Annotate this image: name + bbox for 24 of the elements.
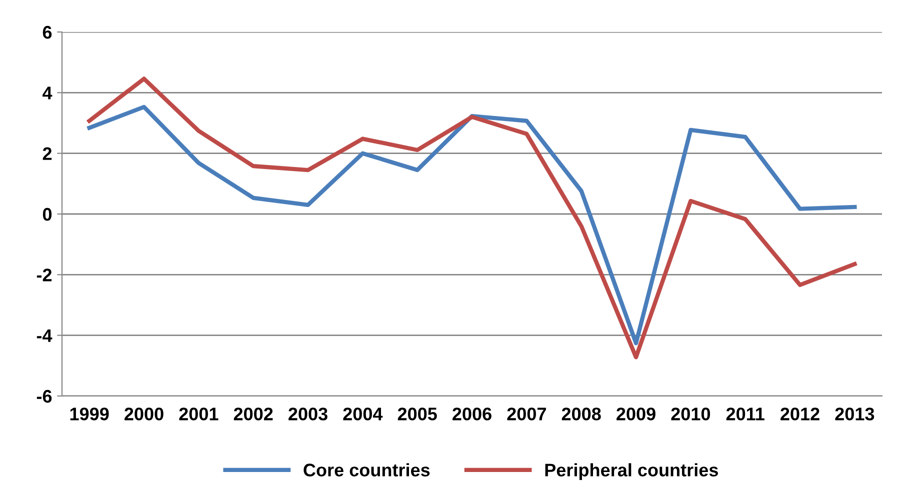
y-tick-label: -2	[36, 268, 52, 282]
y-tick-label: 0	[42, 208, 52, 221]
legend-label: Core countries	[304, 463, 430, 476]
y-tick-label: -4	[36, 329, 52, 342]
y-tick-label: 6	[42, 26, 52, 39]
legend-label: Peripheral countries	[545, 463, 718, 480]
x-tick-label: 2005	[398, 408, 437, 420]
x-tick-label: 1999	[70, 408, 109, 420]
x-tick-label: 2011	[726, 408, 764, 420]
x-tick-label: 2009	[616, 408, 656, 420]
x-tick-label: 2004	[343, 408, 383, 420]
x-tick-label: 2010	[671, 408, 710, 420]
x-tick-label: 2003	[288, 408, 328, 420]
x-tick-label: 2013	[835, 408, 874, 420]
x-tick-label: 2006	[452, 408, 492, 420]
y-tick-label: -6	[36, 390, 52, 403]
y-tick-label: 4	[42, 86, 52, 100]
x-tick-label: 2000	[124, 408, 164, 420]
x-tick-label: 2001	[179, 408, 218, 420]
y-tick-label: 2	[42, 147, 52, 160]
x-tick-label: 2008	[562, 408, 601, 420]
x-tick-label: 2012	[780, 408, 820, 420]
x-tick-label: 2002	[234, 408, 273, 420]
x-tick-label: 2007	[507, 408, 546, 420]
